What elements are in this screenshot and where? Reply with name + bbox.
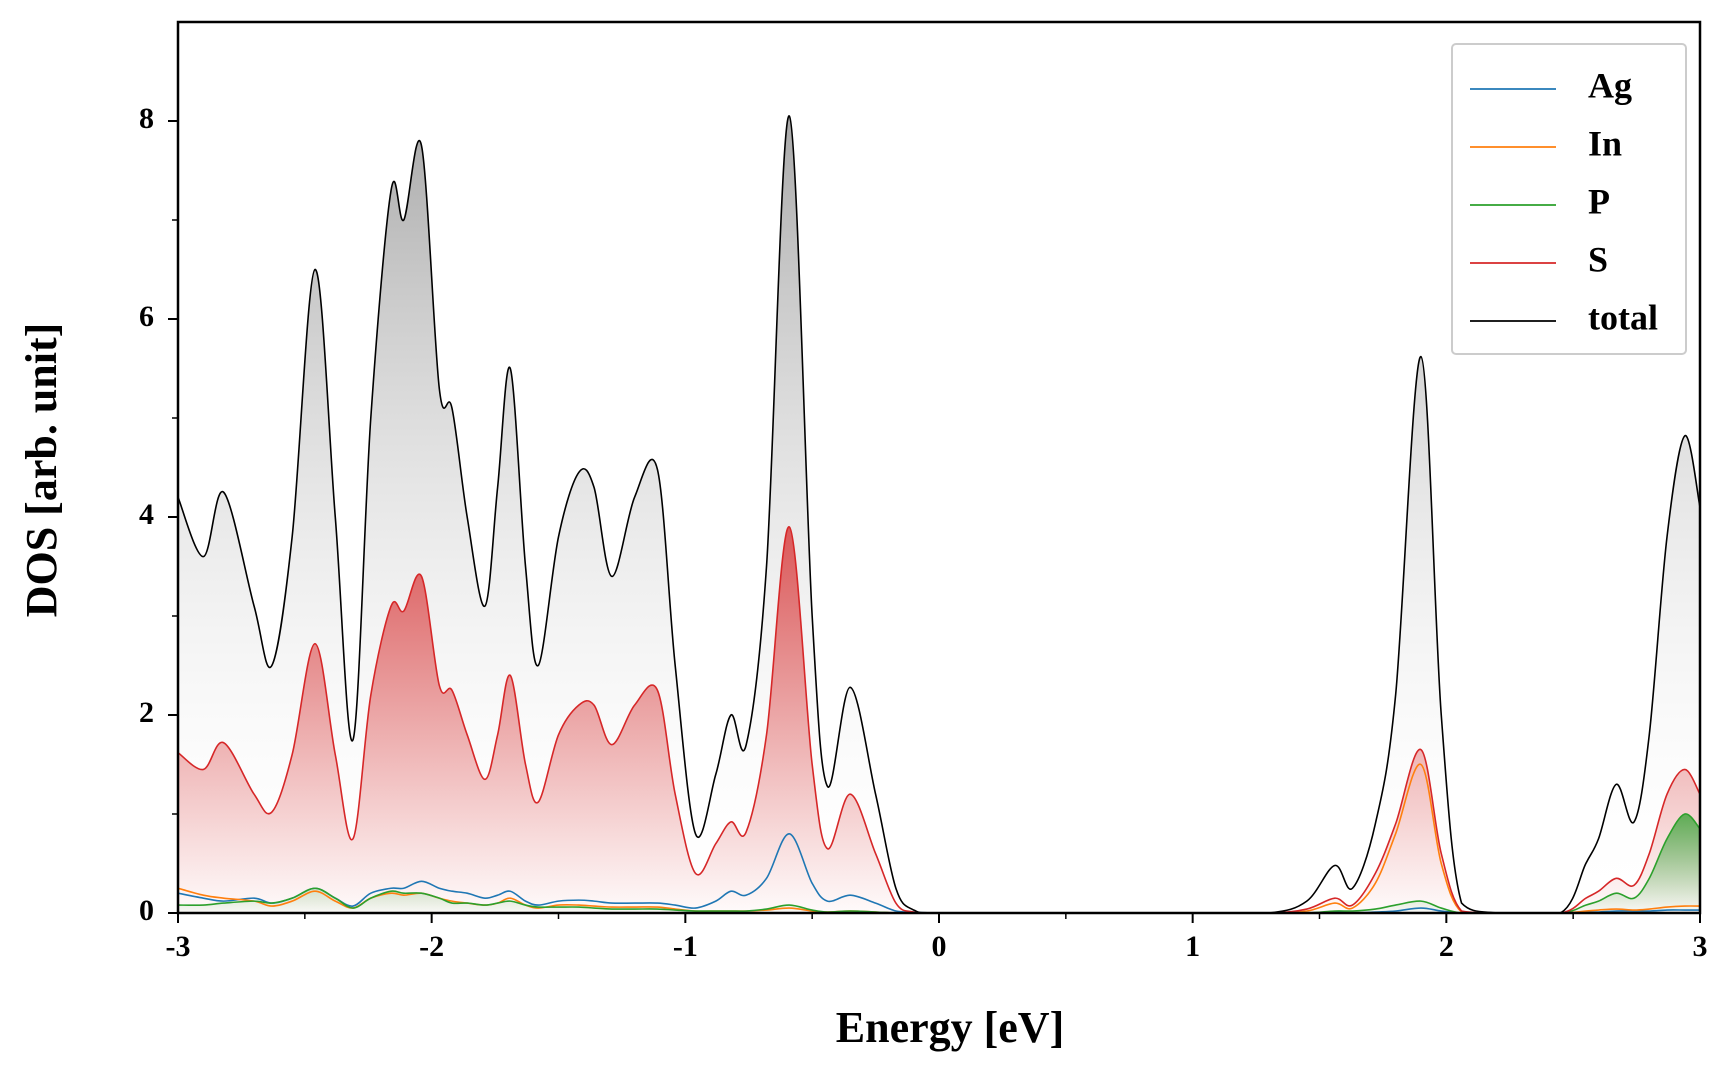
line (178, 526, 1700, 913)
legend-label: P (1588, 181, 1610, 221)
x-tick-label: 3 (1693, 930, 1708, 963)
legend-box (1451, 43, 1687, 355)
y-tick-label: 0 (139, 894, 154, 927)
area (178, 526, 1700, 913)
y-axis-label: DOS [arb. unit] (17, 323, 66, 618)
area (178, 813, 1700, 913)
y-tick-label: 8 (139, 102, 154, 135)
legend-label: Ag (1588, 65, 1632, 105)
x-tick-label: -3 (166, 930, 191, 963)
x-tick-label: 1 (1185, 930, 1200, 963)
y-tick-label: 6 (139, 300, 154, 333)
x-tick-label: 2 (1439, 930, 1454, 963)
legend-label: In (1588, 123, 1622, 163)
x-tick-label: 0 (932, 930, 947, 963)
line (178, 115, 1700, 913)
legend-label: total (1588, 297, 1658, 337)
legend-label: S (1588, 239, 1608, 279)
y-tick-label: 2 (139, 696, 154, 729)
area (178, 115, 1700, 913)
y-tick-label: 4 (139, 498, 154, 531)
plot-area (178, 115, 1700, 913)
x-axis-label: Energy [eV] (836, 1003, 1065, 1052)
x-tick-label: -1 (673, 930, 698, 963)
x-tick-label: -2 (419, 930, 444, 963)
